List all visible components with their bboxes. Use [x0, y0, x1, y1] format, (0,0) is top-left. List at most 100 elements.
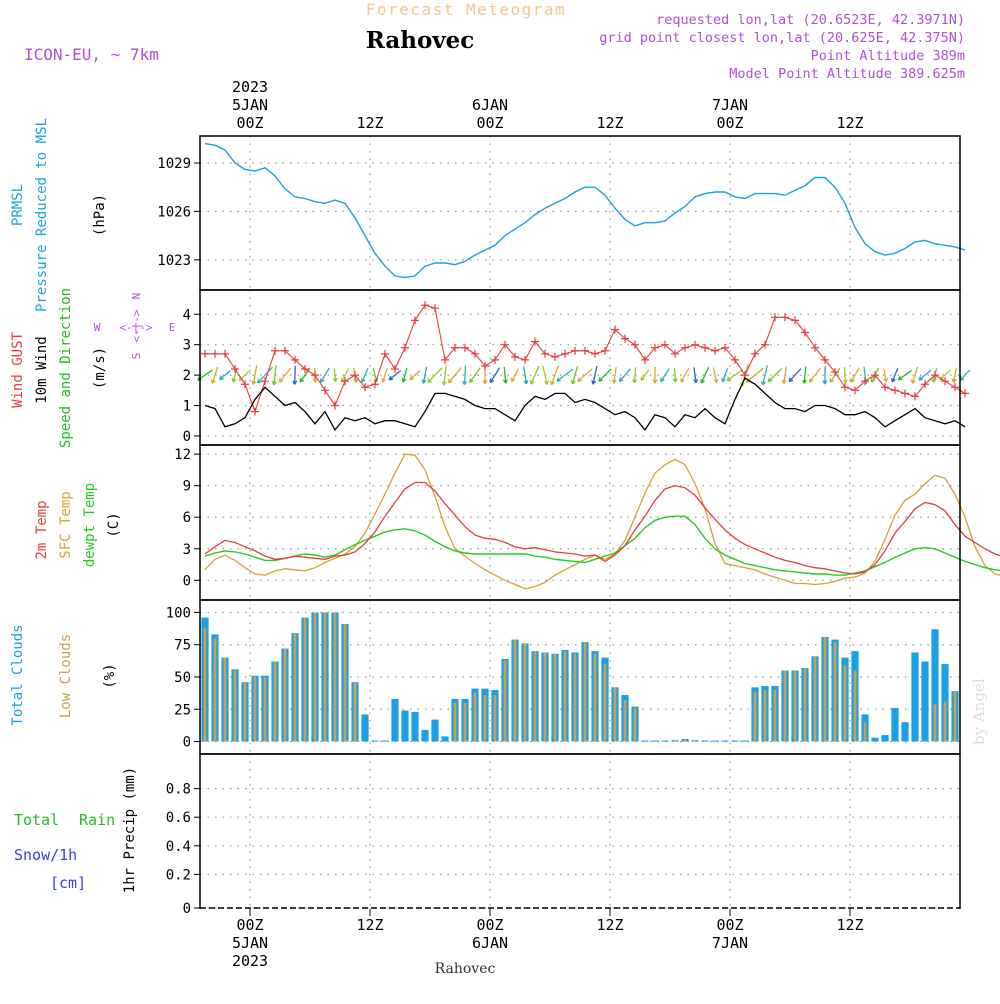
- low-cloud-bar: [794, 671, 797, 742]
- wind-arrow-head: [612, 379, 613, 383]
- cloud-bars: [201, 612, 958, 741]
- ytick-label-pressure: 1023: [157, 253, 191, 269]
- total-cloud-bar: [711, 741, 718, 742]
- panel-precipitation: 00.20.40.60.8: [166, 754, 960, 917]
- low-cloud-bar: [754, 692, 757, 741]
- low-cloud-bar: [584, 642, 587, 741]
- gust-marker: [461, 344, 469, 352]
- ytick-label-clouds: 75: [174, 638, 191, 654]
- low-cloud-bar: [564, 651, 567, 741]
- low-cloud-bar: [854, 671, 857, 742]
- cloud-label-1: Total Clouds: [10, 624, 26, 725]
- gust-marker: [381, 350, 389, 358]
- requested-coords: requested lon,lat (20.6523E, 42.3971N): [656, 12, 965, 28]
- low-cloud-bar: [474, 692, 477, 741]
- wind-arrow: [898, 370, 911, 379]
- wind-arrow-head: [952, 379, 953, 383]
- low-cloud-bar: [344, 624, 347, 741]
- dewpt-temp-line: [205, 516, 1000, 575]
- t2m-line: [205, 483, 1000, 575]
- temp-unit: (C): [106, 512, 122, 537]
- location-title: Rahovec: [366, 27, 475, 54]
- gust-marker: [711, 347, 719, 355]
- low-cloud-bar: [864, 722, 867, 741]
- gust-marker: [231, 365, 239, 373]
- watermark: by Angel: [970, 678, 988, 745]
- low-cloud-bar: [484, 695, 487, 741]
- low-cloud-bar: [274, 662, 277, 742]
- panel-frame-precipitation: [200, 754, 960, 909]
- bottom-tick-label: 00Z: [716, 916, 743, 934]
- model-name: ICON-EU, ~ 7km: [24, 45, 159, 64]
- low-cloud-bar: [314, 612, 317, 741]
- wind-speed-line: [205, 378, 965, 430]
- top-tick-label: 12Z: [356, 114, 383, 132]
- ytick-label-temperature: 9: [183, 479, 191, 495]
- top-tick-label: 00Z: [716, 114, 743, 132]
- low-cloud-bar: [614, 687, 617, 741]
- total-cloud-bar: [901, 722, 908, 741]
- ytick-label-wind: 3: [183, 338, 191, 354]
- gust-marker: [211, 350, 219, 358]
- low-cloud-bar: [624, 700, 627, 741]
- low-cloud-bar: [594, 654, 597, 742]
- point-altitude: Point Altitude 389m: [811, 48, 965, 64]
- bottom-tick-date: 5JAN: [232, 934, 268, 952]
- low-cloud-bar: [234, 669, 237, 741]
- wind-arrow-head: [932, 379, 933, 383]
- gust-marker: [581, 347, 589, 355]
- cloud-unit: (%): [102, 663, 118, 688]
- wind-arrow-head: [422, 380, 423, 384]
- total-cloud-bar: [421, 730, 428, 742]
- wind-arrow-head: [809, 378, 810, 382]
- precip-label-cm: [cm]: [50, 874, 86, 892]
- wind-label-2: 10m Wind: [34, 336, 50, 403]
- low-cloud-bar: [334, 612, 337, 741]
- low-cloud-bar: [324, 612, 327, 741]
- ytick-label-wind: 1: [183, 399, 191, 415]
- gust-marker: [251, 408, 259, 416]
- wind-arrow: [279, 368, 290, 382]
- low-cloud-bar: [684, 739, 687, 742]
- gust-marker: [951, 383, 959, 391]
- top-tick-date: 6JAN: [472, 96, 508, 114]
- grid-point-coords: grid point closest lon,lat (20.625E, 42.…: [599, 30, 965, 46]
- bottom-tick-label: 12Z: [596, 916, 623, 934]
- temp-label-1: 2m Temp: [34, 500, 50, 559]
- wind-arrow-head: [722, 378, 723, 382]
- top-tick-date: 7JAN: [712, 96, 748, 114]
- gust-marker: [331, 402, 339, 410]
- total-cloud-bar: [431, 720, 438, 742]
- low-cloud-bar: [224, 658, 227, 742]
- wind-arrow: [220, 371, 231, 380]
- low-cloud-bar: [544, 652, 547, 741]
- wind-arrow: [428, 368, 442, 383]
- gust-marker: [841, 383, 849, 391]
- precip-label-total: Total: [14, 811, 59, 829]
- gust-marker: [271, 347, 279, 355]
- low-cloud-bar: [784, 671, 787, 742]
- low-cloud-bar: [244, 682, 247, 741]
- wind-arrow: [449, 368, 462, 383]
- gust-marker: [961, 389, 969, 397]
- low-cloud-bar: [304, 618, 307, 742]
- ytick-label-precipitation: 0: [183, 901, 191, 917]
- wind-arrow-head: [551, 381, 552, 385]
- gust-marker: [371, 380, 379, 388]
- wind-arrow-head: [912, 379, 913, 383]
- bottom-tick-label: 00Z: [236, 916, 263, 934]
- low-cloud-bar: [534, 651, 537, 741]
- low-cloud-bar: [814, 656, 817, 741]
- low-cloud-bar: [354, 682, 357, 741]
- gust-marker: [201, 350, 209, 358]
- gust-marker: [901, 389, 909, 397]
- pressure-unit: (hPa): [92, 194, 108, 236]
- total-cloud-bar: [701, 741, 708, 742]
- temp-label-3: dewpt Temp: [82, 483, 98, 567]
- bottom-tick-date: 6JAN: [472, 934, 508, 952]
- low-cloud-bar: [764, 690, 767, 742]
- top-tick-label: 00Z: [476, 114, 503, 132]
